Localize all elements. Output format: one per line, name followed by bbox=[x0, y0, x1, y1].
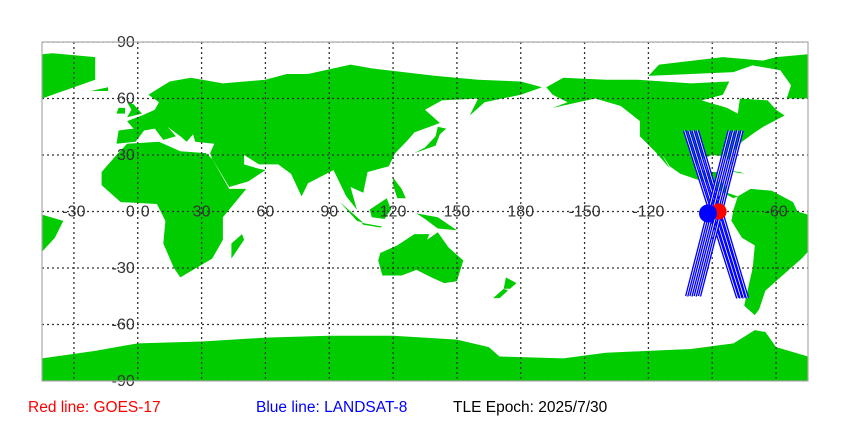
land-nz1 bbox=[503, 277, 517, 289]
graticule bbox=[42, 42, 808, 381]
land-borneo bbox=[369, 198, 391, 219]
legend-tle-epoch: TLE Epoch: 2025/7/30 bbox=[453, 399, 608, 416]
land-northamerica bbox=[0, 78, 19, 199]
land-nz2 bbox=[493, 288, 508, 299]
land-southamerica bbox=[731, 188, 808, 316]
land-northamerica bbox=[546, 77, 785, 199]
world-map: -300306090120150180-150-120-90-609060300… bbox=[0, 34, 809, 390]
land-greenland bbox=[748, 54, 808, 99]
longitude-label: 150 bbox=[444, 204, 471, 221]
land-africa bbox=[101, 141, 247, 278]
land-greenland bbox=[42, 53, 96, 99]
latitude-label: 0 bbox=[126, 204, 135, 221]
map-border bbox=[41, 41, 809, 382]
land-australia bbox=[378, 232, 464, 284]
longitude-label: -150 bbox=[569, 204, 601, 221]
land-sumatra bbox=[339, 202, 364, 223]
legend-red-line: Red line: GOES-17 bbox=[28, 399, 161, 416]
land-cuba bbox=[722, 170, 745, 174]
longitude-label: -30 bbox=[62, 204, 85, 221]
longitude-label: 0 bbox=[141, 204, 150, 221]
landsat-8-marker bbox=[698, 204, 717, 223]
longitude-label: 30 bbox=[193, 204, 211, 221]
land-iceland bbox=[90, 87, 108, 91]
grid-labels: -300306090120150180-150-120-90-609060300… bbox=[62, 34, 787, 390]
longitude-label: 90 bbox=[320, 204, 338, 221]
land-southamerica bbox=[42, 214, 64, 252]
longitude-label: 120 bbox=[380, 204, 407, 221]
legend-blue-line: Blue line: LANDSAT-8 bbox=[256, 399, 408, 416]
longitude-label: 180 bbox=[507, 204, 534, 221]
longitude-label: -60 bbox=[765, 204, 788, 221]
land-antarctica bbox=[42, 330, 808, 381]
land-madagascar bbox=[231, 234, 245, 259]
longitude-label: 60 bbox=[257, 204, 275, 221]
land-java bbox=[361, 222, 383, 228]
land-philippines bbox=[393, 177, 406, 199]
land-newguinea bbox=[416, 213, 457, 231]
land-ireland bbox=[116, 107, 125, 114]
land-arctic bbox=[648, 57, 766, 76]
latitude-label: 60 bbox=[117, 91, 135, 108]
latitude-label: -30 bbox=[112, 260, 135, 277]
satellite-markers bbox=[698, 203, 727, 223]
land-japan bbox=[414, 126, 447, 154]
latitude-label: -60 bbox=[112, 317, 135, 334]
longitude-label: -120 bbox=[632, 204, 664, 221]
latitude-label: 30 bbox=[117, 147, 135, 164]
